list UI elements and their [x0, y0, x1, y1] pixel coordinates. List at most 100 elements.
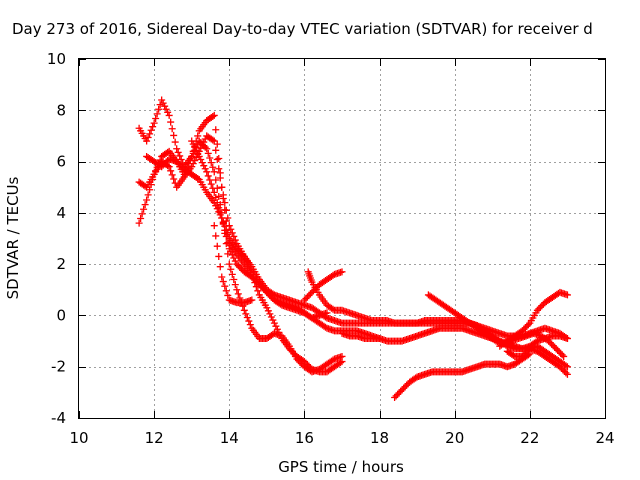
data-point [161, 160, 169, 168]
chart-title: Day 273 of 2016, Sidereal Day-to-day VTE… [12, 20, 593, 38]
data-point [210, 188, 218, 196]
data-point [228, 251, 236, 259]
data-point [206, 176, 214, 184]
data-point [269, 316, 277, 324]
data-point [144, 191, 152, 199]
data-point [563, 291, 571, 299]
data-point [167, 118, 175, 126]
data-point [141, 182, 149, 190]
data-point [212, 176, 220, 184]
data-point [249, 275, 257, 283]
data-point [174, 148, 182, 156]
data-point [168, 125, 176, 133]
data-point [554, 346, 562, 354]
data-point [224, 230, 232, 238]
y-axis-title: SDTVAR / TECUs [4, 176, 22, 299]
data-point [173, 158, 181, 166]
y-tick-label: 4 [56, 204, 66, 222]
data-point [194, 174, 202, 182]
data-point [197, 156, 205, 164]
data-point [538, 302, 546, 310]
x-tick-label: 24 [595, 429, 614, 447]
data-point [234, 246, 242, 254]
data-point [227, 248, 235, 256]
data-point [563, 335, 571, 343]
data-point [549, 342, 557, 350]
data-point [231, 257, 239, 265]
data-point [376, 335, 384, 343]
data-point [215, 252, 223, 260]
data-point [150, 119, 158, 127]
data-point [212, 126, 220, 134]
data-point [245, 317, 253, 325]
data-point [173, 145, 181, 153]
data-point [209, 184, 217, 192]
data-point [162, 158, 170, 166]
data-point [248, 296, 256, 304]
plot-frame [78, 58, 606, 419]
data-series [135, 96, 571, 401]
data-point [137, 214, 145, 222]
data-point [176, 161, 184, 169]
y-tick-label: 10 [47, 50, 66, 68]
x-tick-label: 18 [370, 429, 389, 447]
data-point [300, 296, 308, 304]
data-point [551, 343, 559, 351]
data-point [159, 99, 167, 107]
data-point [158, 163, 166, 171]
data-point [143, 137, 151, 145]
data-point [215, 192, 223, 200]
data-point [321, 323, 329, 331]
data-point [209, 112, 217, 120]
data-point [236, 248, 244, 256]
x-tick-label: 14 [220, 429, 239, 447]
series-arc-11 [391, 350, 534, 401]
data-point [233, 286, 241, 294]
data-point [209, 136, 217, 144]
data-point [222, 206, 230, 214]
data-point [559, 366, 567, 374]
data-point [227, 265, 235, 273]
data-point [192, 146, 200, 154]
data-point [254, 287, 262, 295]
data-point [228, 270, 236, 278]
data-point [397, 387, 405, 395]
data-point [167, 167, 175, 175]
data-point [536, 303, 544, 311]
data-point [171, 138, 179, 146]
data-point [201, 165, 209, 173]
data-point [216, 263, 224, 271]
data-point [210, 168, 218, 176]
data-point [168, 171, 176, 179]
data-point [204, 172, 212, 180]
data-point [221, 222, 229, 230]
series-arc-6 [210, 222, 256, 307]
x-axis-title: GPS time / hours [278, 458, 404, 476]
data-point [218, 273, 226, 281]
data-point [174, 159, 182, 167]
data-point [287, 346, 295, 354]
data-point [170, 131, 178, 139]
series-arc-8 [300, 268, 346, 304]
data-point [215, 154, 223, 162]
data-point [233, 245, 241, 253]
data-point [143, 196, 151, 204]
data-point [197, 144, 205, 152]
data-point [135, 219, 143, 227]
data-point [209, 163, 217, 171]
data-point [228, 229, 236, 237]
data-point [391, 393, 399, 401]
data-point [533, 306, 541, 314]
data-point [215, 165, 223, 173]
data-point [230, 254, 238, 262]
data-point [336, 359, 344, 367]
data-point [152, 114, 160, 122]
data-point [338, 358, 346, 366]
data-point [309, 287, 317, 295]
data-point [213, 140, 221, 148]
x-tick-label: 12 [145, 429, 164, 447]
y-tick-label: 6 [56, 153, 66, 171]
data-point [222, 217, 230, 225]
data-point [230, 232, 238, 240]
